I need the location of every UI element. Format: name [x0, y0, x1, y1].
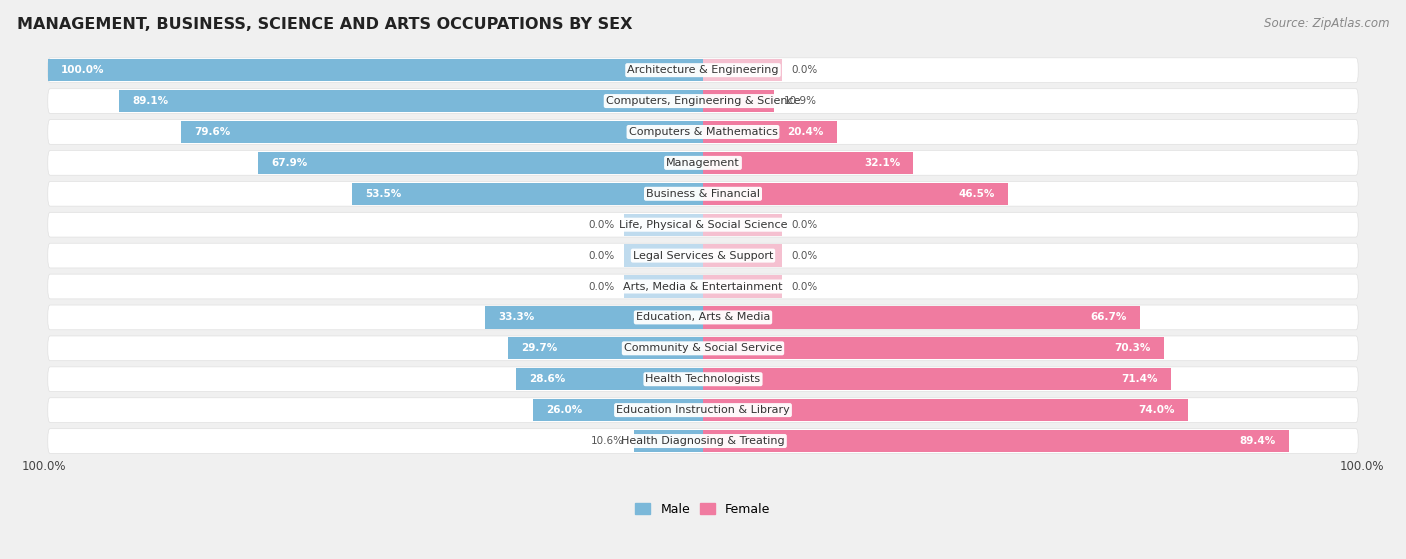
Text: Arts, Media & Entertainment: Arts, Media & Entertainment: [623, 282, 783, 291]
Text: 100.0%: 100.0%: [1340, 460, 1385, 473]
Bar: [181, 121, 703, 143]
FancyBboxPatch shape: [48, 212, 1358, 237]
Bar: [703, 121, 837, 143]
Text: Community & Social Service: Community & Social Service: [624, 343, 782, 353]
Bar: [624, 214, 703, 236]
Bar: [533, 399, 703, 421]
Text: 53.5%: 53.5%: [366, 189, 402, 199]
Text: 71.4%: 71.4%: [1121, 374, 1157, 384]
Text: Architecture & Engineering: Architecture & Engineering: [627, 65, 779, 75]
FancyBboxPatch shape: [48, 58, 1358, 83]
Text: 46.5%: 46.5%: [959, 189, 994, 199]
Text: 66.7%: 66.7%: [1091, 312, 1128, 323]
FancyBboxPatch shape: [48, 182, 1358, 206]
Text: Computers, Engineering & Science: Computers, Engineering & Science: [606, 96, 800, 106]
Bar: [703, 337, 1164, 359]
Bar: [634, 430, 703, 452]
Bar: [703, 183, 1008, 205]
Bar: [353, 183, 703, 205]
Text: Health Diagnosing & Treating: Health Diagnosing & Treating: [621, 436, 785, 446]
Text: 70.3%: 70.3%: [1114, 343, 1150, 353]
Text: Legal Services & Support: Legal Services & Support: [633, 250, 773, 260]
Text: 0.0%: 0.0%: [792, 220, 818, 230]
Bar: [703, 214, 782, 236]
Text: Education Instruction & Library: Education Instruction & Library: [616, 405, 790, 415]
Text: 28.6%: 28.6%: [529, 374, 565, 384]
FancyBboxPatch shape: [48, 120, 1358, 144]
Text: Business & Financial: Business & Financial: [645, 189, 761, 199]
Legend: Male, Female: Male, Female: [630, 498, 776, 521]
Text: 100.0%: 100.0%: [60, 65, 104, 75]
Text: 89.1%: 89.1%: [132, 96, 169, 106]
Text: 32.1%: 32.1%: [863, 158, 900, 168]
Bar: [48, 59, 703, 81]
Bar: [703, 244, 782, 267]
FancyBboxPatch shape: [48, 429, 1358, 453]
Text: 0.0%: 0.0%: [588, 282, 614, 291]
Text: 10.9%: 10.9%: [785, 96, 817, 106]
FancyBboxPatch shape: [48, 367, 1358, 392]
Text: 0.0%: 0.0%: [588, 250, 614, 260]
Text: 89.4%: 89.4%: [1240, 436, 1275, 446]
Text: 0.0%: 0.0%: [792, 65, 818, 75]
Text: 67.9%: 67.9%: [271, 158, 308, 168]
Text: 0.0%: 0.0%: [792, 282, 818, 291]
Text: 0.0%: 0.0%: [588, 220, 614, 230]
Text: 100.0%: 100.0%: [21, 460, 66, 473]
FancyBboxPatch shape: [48, 305, 1358, 330]
FancyBboxPatch shape: [48, 336, 1358, 361]
Bar: [703, 430, 1289, 452]
Text: 79.6%: 79.6%: [194, 127, 231, 137]
Bar: [703, 368, 1171, 390]
Text: Life, Physical & Social Science: Life, Physical & Social Science: [619, 220, 787, 230]
Bar: [259, 151, 703, 174]
Text: 74.0%: 74.0%: [1139, 405, 1175, 415]
Text: 0.0%: 0.0%: [792, 250, 818, 260]
Bar: [624, 244, 703, 267]
Text: MANAGEMENT, BUSINESS, SCIENCE AND ARTS OCCUPATIONS BY SEX: MANAGEMENT, BUSINESS, SCIENCE AND ARTS O…: [17, 17, 633, 32]
Bar: [703, 59, 782, 81]
Text: 20.4%: 20.4%: [787, 127, 824, 137]
Bar: [624, 276, 703, 297]
Bar: [703, 276, 782, 297]
FancyBboxPatch shape: [48, 150, 1358, 176]
Bar: [120, 90, 703, 112]
Text: Management: Management: [666, 158, 740, 168]
Text: Source: ZipAtlas.com: Source: ZipAtlas.com: [1264, 17, 1389, 30]
Bar: [703, 151, 914, 174]
Text: 10.6%: 10.6%: [591, 436, 624, 446]
FancyBboxPatch shape: [48, 89, 1358, 113]
Bar: [485, 306, 703, 329]
Bar: [703, 399, 1188, 421]
Bar: [516, 368, 703, 390]
Bar: [703, 306, 1140, 329]
Text: Education, Arts & Media: Education, Arts & Media: [636, 312, 770, 323]
Bar: [509, 337, 703, 359]
Text: 33.3%: 33.3%: [498, 312, 534, 323]
Text: Health Technologists: Health Technologists: [645, 374, 761, 384]
Text: Computers & Mathematics: Computers & Mathematics: [628, 127, 778, 137]
Text: 26.0%: 26.0%: [546, 405, 582, 415]
Bar: [703, 90, 775, 112]
FancyBboxPatch shape: [48, 274, 1358, 299]
FancyBboxPatch shape: [48, 243, 1358, 268]
Text: 29.7%: 29.7%: [522, 343, 558, 353]
FancyBboxPatch shape: [48, 398, 1358, 423]
